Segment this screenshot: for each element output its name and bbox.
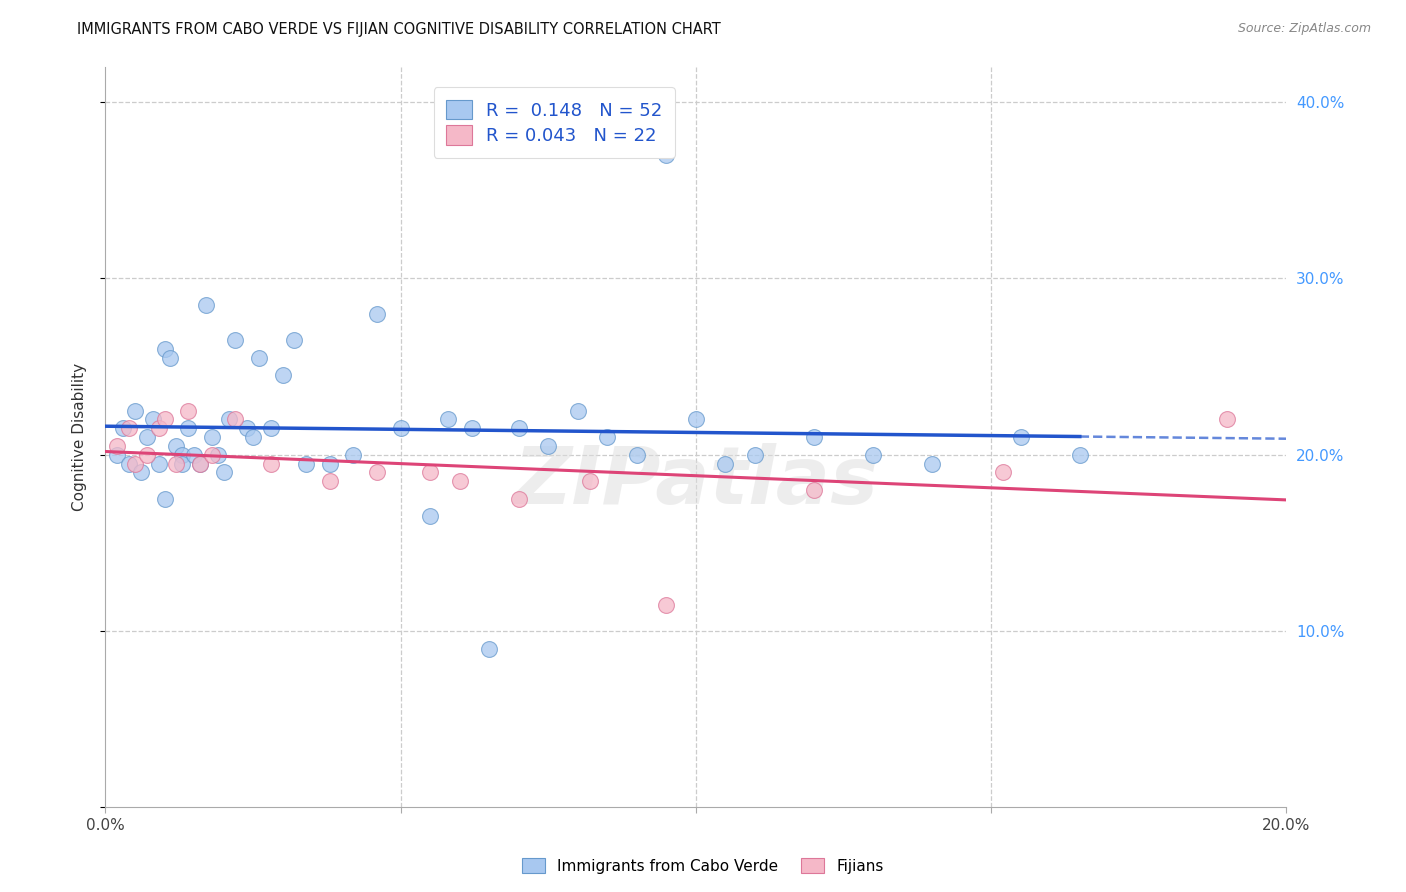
Point (478, 641, 501, 656)
Point (194, 298, 217, 312)
Point (319, 457, 342, 471)
Point (578, 474, 600, 488)
Legend: R =  0.148   N = 52, R = 0.043   N = 22: R = 0.148 N = 52, R = 0.043 N = 22 (433, 87, 675, 158)
Point (342, 448, 364, 462)
Point (991, 466, 1014, 480)
Point (135, 448, 157, 462)
Text: IMMIGRANTS FROM CABO VERDE VS FIJIAN COGNITIVE DISABILITY CORRELATION CHART: IMMIGRANTS FROM CABO VERDE VS FIJIAN COG… (77, 22, 721, 37)
Point (165, 457, 187, 471)
Point (626, 448, 648, 462)
Point (224, 333, 246, 347)
Point (366, 307, 388, 321)
Point (260, 457, 283, 471)
Point (803, 430, 825, 444)
Point (201, 448, 224, 462)
Point (389, 421, 412, 435)
Point (105, 448, 128, 462)
Point (537, 439, 560, 453)
Point (419, 509, 441, 524)
Legend: Immigrants from Cabo Verde, Fijians: Immigrants from Cabo Verde, Fijians (516, 852, 890, 880)
Point (1010, 430, 1032, 444)
Point (165, 439, 187, 453)
Point (1216, 412, 1239, 426)
Point (596, 430, 619, 444)
Point (142, 412, 165, 426)
Point (460, 421, 482, 435)
Point (419, 466, 441, 480)
Point (271, 368, 294, 383)
Point (148, 421, 170, 435)
Point (366, 466, 388, 480)
Point (567, 403, 589, 417)
Y-axis label: Cognitive Disability: Cognitive Disability (72, 363, 87, 511)
Point (153, 491, 176, 506)
Point (159, 351, 181, 365)
Point (449, 474, 471, 488)
Text: Source: ZipAtlas.com: Source: ZipAtlas.com (1237, 22, 1371, 36)
Point (183, 448, 205, 462)
Point (105, 439, 128, 453)
Point (172, 448, 194, 462)
Point (172, 457, 194, 471)
Point (118, 421, 141, 435)
Point (236, 421, 259, 435)
Point (188, 457, 211, 471)
Point (218, 412, 240, 426)
Point (1069, 448, 1091, 462)
Text: ZIPatlas: ZIPatlas (513, 442, 879, 521)
Point (129, 466, 152, 480)
Point (295, 457, 318, 471)
Point (685, 412, 707, 426)
Point (177, 403, 200, 417)
Point (862, 448, 884, 462)
Point (207, 448, 229, 462)
Point (247, 351, 270, 365)
Point (714, 457, 737, 471)
Point (177, 421, 200, 435)
Point (260, 421, 283, 435)
Point (437, 412, 460, 426)
Point (124, 457, 146, 471)
Point (655, 598, 678, 612)
Point (242, 430, 264, 444)
Point (153, 342, 176, 356)
Point (188, 457, 211, 471)
Point (118, 457, 141, 471)
Point (283, 333, 305, 347)
Point (212, 466, 235, 480)
Point (803, 483, 825, 497)
Point (153, 412, 176, 426)
Point (921, 457, 943, 471)
Point (124, 403, 146, 417)
Point (224, 412, 246, 426)
Point (655, 148, 678, 162)
Point (148, 457, 170, 471)
Point (201, 430, 224, 444)
Point (319, 474, 342, 488)
Point (135, 430, 157, 444)
Point (508, 491, 530, 506)
Point (508, 421, 530, 435)
Point (744, 448, 766, 462)
Point (112, 421, 135, 435)
